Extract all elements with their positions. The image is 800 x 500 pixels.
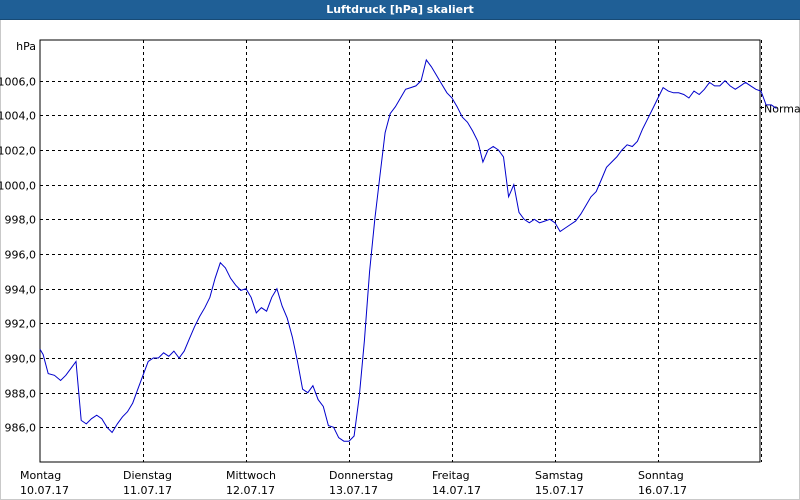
chart-title: Luftdruck [hPa] skaliert [0,0,800,20]
y-axis-unit: hPa [16,40,36,53]
y-tick-label: 986,0 [5,422,37,435]
y-tick-label: 1004,0 [0,110,36,123]
y-tick-label: 996,0 [5,249,37,262]
x-tick-date: 14.07.17 [432,484,481,497]
x-tick-day: Donnerstag [329,469,393,482]
x-tick-date: 12.07.17 [226,484,275,497]
y-tick-label: 1002,0 [0,145,36,158]
plot-area [39,39,761,463]
y-tick-label: 1006,0 [0,76,36,89]
x-tick-day: Sonntag [638,469,684,482]
y-tick-label: 998,0 [5,214,37,227]
y-tick-label: 988,0 [5,388,37,401]
y-tick-label: 994,0 [5,284,37,297]
x-tick-day: Mittwoch [226,469,276,482]
x-tick-date: 11.07.17 [123,484,172,497]
x-tick-day: Montag [20,469,61,482]
x-tick-day: Freitag [432,469,470,482]
pressure-series-line [39,58,777,442]
y-tick-label: 990,0 [5,353,37,366]
y-tick-label: 1000,0 [0,180,36,193]
x-tick-date: 13.07.17 [329,484,378,497]
x-tick-date: 10.07.17 [20,484,69,497]
y-tick-label: 992,0 [5,318,37,331]
x-tick-day: Samstag [535,469,583,482]
x-tick-date: 15.07.17 [535,484,584,497]
x-tick-date: 16.07.17 [638,484,687,497]
x-tick-day: Dienstag [123,469,172,482]
